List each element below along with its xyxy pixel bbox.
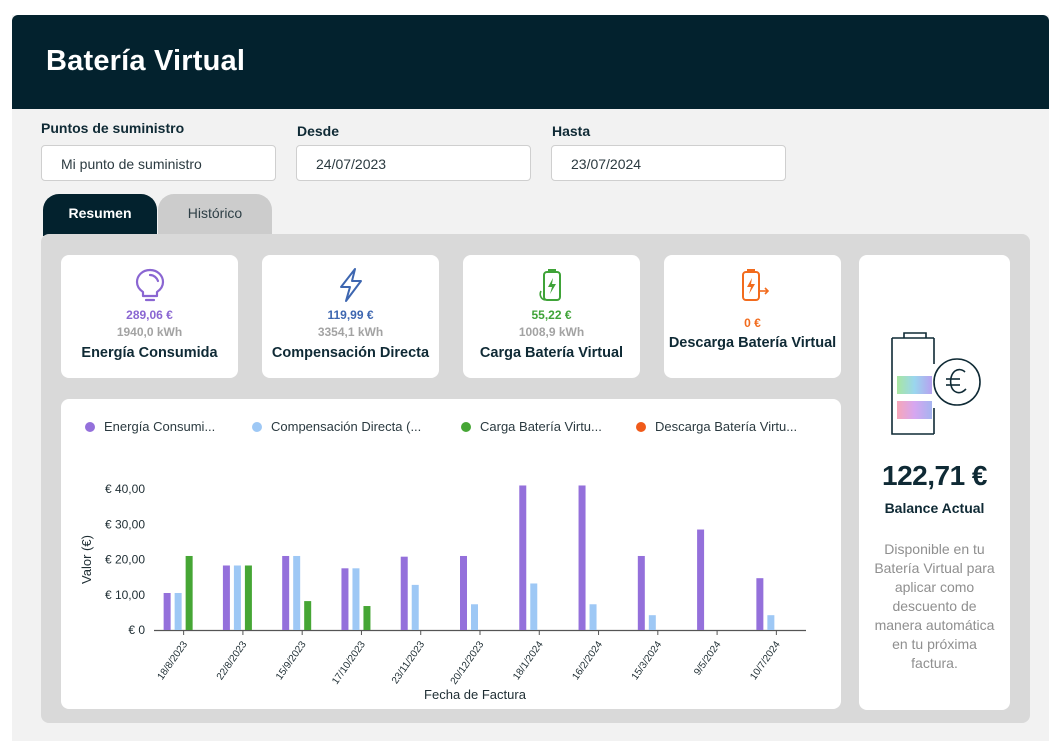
bar-1-17/10/2023 [341, 568, 349, 630]
card-descarga-bateria: 0 € Descarga Batería Virtual [664, 255, 841, 378]
page-title: Batería Virtual [46, 45, 246, 77]
legend-swatch [85, 422, 95, 432]
battery-charge-icon [538, 269, 561, 301]
legend-label: Energía Consumi... [104, 419, 216, 434]
legend-label: Descarga Batería Virtu... [655, 419, 798, 434]
x-tick-label: 9/5/2024 [692, 639, 724, 678]
card-energia-consumida: 289,06 € 1940,0 kWh Energía Consumida [61, 255, 238, 378]
bar-3-22/8/2023 [244, 565, 252, 630]
bar-3-15/9/2023 [304, 601, 312, 630]
x-tick-label: 20/12/2023 [449, 639, 487, 687]
card-amount: 289,06 € [126, 308, 173, 322]
card-amount: 119,99 € [327, 308, 374, 322]
balance-label: Balance Actual [884, 500, 985, 516]
x-tick-label: 23/11/2023 [390, 639, 428, 686]
x-axis-label: Fecha de Factura [424, 687, 527, 702]
bar-3-18/8/2023 [185, 555, 193, 630]
legend-swatch [252, 422, 262, 432]
bar-3-17/10/2023 [363, 606, 371, 630]
battery-discharge-icon [741, 269, 769, 301]
x-tick-label: 22/8/2023 [215, 639, 250, 682]
bar-1-18/1/2024 [519, 485, 527, 630]
y-tick-label: € 0 [128, 623, 145, 637]
x-tick-label: 16/2/2024 [570, 639, 605, 682]
to-date-input[interactable]: 23/07/2024 [551, 145, 786, 181]
to-date-label: Hasta [552, 123, 591, 139]
bar-2-20/12/2023 [471, 604, 478, 630]
card-kwh: 1008,9 kWh [518, 325, 585, 339]
bar-2-15/3/2024 [648, 615, 656, 630]
card-title: Descarga Batería Virtual [668, 335, 837, 351]
y-tick-label: € 20,00 [105, 553, 145, 567]
summary-panel: 289,06 € 1940,0 kWh Energía Consumida 11… [41, 234, 1030, 723]
supply-point-label: Puntos de suministro [41, 120, 185, 136]
page-header: Batería Virtual [12, 15, 1049, 109]
card-amount: 0 € [744, 316, 761, 330]
card-carga-bateria: 55,22 € 1008,9 kWh Carga Batería Virtual [463, 255, 640, 378]
bar-2-16/2/2024 [589, 604, 597, 630]
bar-2-10/7/2024 [767, 615, 775, 630]
legend-item-energia[interactable]: Energía Consumi... [85, 419, 215, 434]
x-tick-label: 17/10/2023 [330, 639, 368, 687]
legend-item-descarga[interactable]: Descarga Batería Virtu... [636, 419, 797, 434]
lightning-bolt-icon [339, 268, 362, 302]
bar-1-10/7/2024 [756, 578, 764, 630]
card-amount: 55,22 € [531, 308, 572, 322]
card-title: Energía Consumida [81, 345, 218, 361]
from-date-label: Desde [297, 123, 340, 139]
battery-euro-icon [891, 332, 981, 435]
bar-2-15/9/2023 [293, 555, 301, 630]
card-compensacion-directa: 119,99 € 3354,1 kWh Compensación Directa [262, 255, 439, 378]
lightbulb-icon [135, 268, 164, 302]
bar-1-15/9/2023 [282, 555, 290, 630]
x-tick-label: 15/3/2024 [630, 639, 665, 682]
balance-description: Disponible en tu Batería Virtual para ap… [874, 541, 995, 671]
bar-1-20/12/2023 [460, 555, 467, 630]
bar-1-22/8/2023 [222, 565, 230, 630]
bar-2-23/11/2023 [411, 584, 419, 630]
card-kwh: 3354,1 kWh [317, 325, 384, 339]
from-date-input[interactable]: 24/07/2023 [296, 145, 531, 181]
balance-amount: 122,71 € [882, 460, 988, 491]
balance-card: 122,71 € Balance Actual Disponible en tu… [859, 255, 1010, 710]
legend-label: Carga Batería Virtu... [480, 419, 602, 434]
bar-2-17/10/2023 [352, 568, 360, 630]
bar-2-18/8/2023 [174, 592, 182, 630]
bar-2-22/8/2023 [233, 565, 241, 630]
card-title: Carga Batería Virtual [479, 345, 624, 361]
tab-historico[interactable]: Histórico [158, 194, 272, 236]
bar-1-15/3/2024 [637, 555, 645, 630]
bar-1-23/11/2023 [400, 556, 408, 630]
card-kwh: 1940,0 kWh [116, 325, 183, 339]
x-tick-label: 10/7/2024 [748, 639, 783, 682]
y-axis-label: Valor (€) [79, 535, 94, 584]
card-title: Compensación Directa [271, 345, 430, 361]
chart-card: Energía Consumi... Compensación Directa … [61, 399, 841, 709]
tab-resumen[interactable]: Resumen [43, 194, 157, 236]
bar-1-18/8/2023 [163, 592, 171, 630]
bar-chart: € 0 € 10,00 € 20,00 € 30,00 € 40,00 Valor (€)… [79, 482, 806, 702]
app-window: Batería Virtual Puntos de suministro Mi … [12, 15, 1049, 741]
legend-item-carga[interactable]: Carga Batería Virtu... [461, 419, 602, 434]
supply-point-select[interactable]: Mi punto de suministro [41, 145, 276, 181]
legend-item-compensacion[interactable]: Compensación Directa (... [252, 419, 421, 434]
bar-2-18/1/2024 [530, 583, 538, 630]
bar-1-16/2/2024 [578, 485, 586, 630]
y-tick-label: € 30,00 [105, 517, 145, 531]
bar-1-9/5/2024 [697, 529, 705, 630]
x-tick-label: 15/9/2023 [274, 639, 309, 682]
x-tick-label: 18/8/2023 [156, 639, 191, 682]
y-tick-label: € 10,00 [105, 588, 145, 602]
legend-swatch [461, 422, 471, 432]
y-tick-label: € 40,00 [105, 482, 145, 496]
legend-swatch [636, 422, 646, 432]
legend-label: Compensación Directa (... [271, 419, 422, 434]
x-tick-label: 18/1/2024 [511, 639, 546, 682]
